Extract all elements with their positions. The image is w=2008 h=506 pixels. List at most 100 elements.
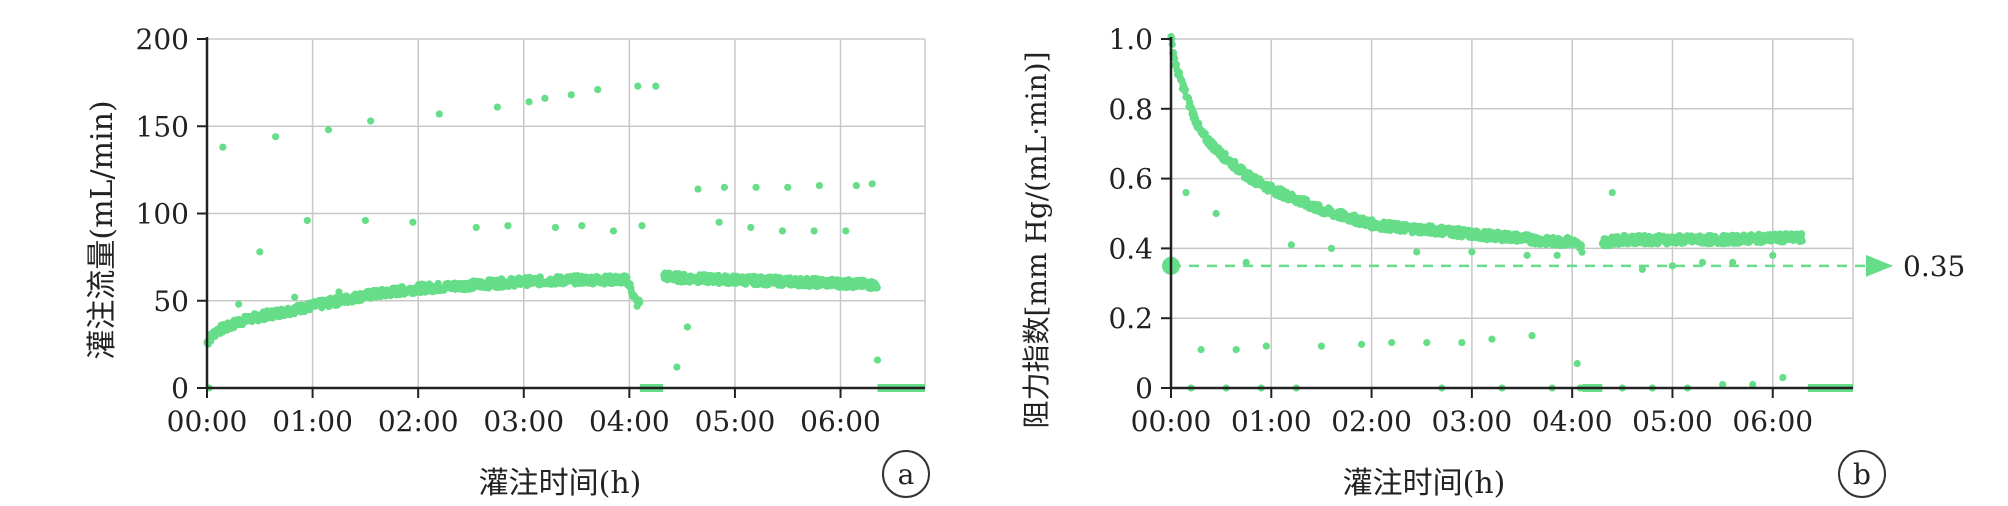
data-point [594,86,602,94]
marks-a [203,82,925,392]
y-tick-label: 100 [136,198,189,231]
chart-b: 0 0.2 0.4 0.6 0.8 1.0 00:00 01:00 02:00 03:00 04:0… [1020,23,1965,501]
data-point [493,103,501,111]
data-point [873,356,882,364]
data-point [398,283,406,291]
data-point [652,82,660,90]
data-point [551,223,560,232]
x-tick-label: 03:00 [483,405,564,438]
y-tick-label: 50 [153,285,189,318]
panel-badge-b [1838,450,1886,498]
data-point [235,300,243,308]
data-point [1528,332,1536,340]
x-tick-label: 04:00 [589,405,670,438]
panel-label-b: b [1853,458,1871,491]
data-point [256,248,264,256]
marks-b [1162,32,1893,392]
data-point [303,216,311,225]
data-point [720,183,728,191]
data-point [694,185,702,193]
data-point [1171,54,1179,63]
reference-label: 0.35 [1903,250,1965,283]
data-point [715,218,723,226]
y-tick-label: 0 [171,372,189,405]
data-point [335,288,343,296]
y-tick-label: 0.6 [1108,163,1153,196]
data-point [636,298,644,307]
data-point [810,227,818,235]
panel-badge-a [882,450,930,498]
x-tick-label: 03:00 [1432,405,1513,438]
data-point [1638,265,1646,273]
data-point [578,222,586,230]
data-point [1212,209,1220,218]
data-point [1197,346,1205,354]
y-axis-label-a: 灌注流量(mL/min) [85,100,120,359]
x-tick-label: 02:00 [378,405,459,438]
data-point [567,91,575,99]
data-point [1172,60,1181,69]
data-point [1458,339,1466,347]
x-tick-label: 00:00 [167,405,248,438]
data-point [1423,339,1431,347]
grid-a [207,38,926,388]
data-point [815,181,824,190]
data-point [747,223,755,232]
data-point [504,222,512,230]
y-tick-label: 1.0 [1108,23,1153,56]
y-axis-label-b: 阻力指数[mm Hg/(mL·min)] [1020,51,1053,428]
data-point [673,363,681,371]
data-point [1388,339,1396,347]
data-point [1488,335,1496,343]
x-tick-label: 06:00 [1732,405,1813,438]
data-point [868,180,876,188]
x-tick-label: 06:00 [800,405,881,438]
data-point [1327,244,1336,252]
grid-b [1171,38,1854,388]
x-tick-label: 04:00 [1532,405,1613,438]
data-point [272,133,280,141]
data-point [1232,346,1240,354]
data-point [852,181,860,190]
data-point [1553,251,1561,259]
axes-a: 0 50 100 150 200 00:00 01:00 02:00 03:00 04:00 05:… [136,23,925,438]
data-point [784,183,792,191]
x-tick-label: 01:00 [272,405,353,438]
data-point [1523,251,1531,259]
data-point [361,216,369,225]
data-point [525,98,533,106]
data-point [683,323,692,331]
data-point [1181,86,1190,94]
data-point [873,284,881,292]
data-point [219,143,227,151]
data-point [1798,237,1806,245]
data-point [1262,342,1270,350]
data-point [1573,359,1581,368]
data-point [1577,242,1586,250]
data-point [1729,258,1737,266]
data-point [1182,188,1190,197]
y-tick-label: 0.4 [1108,232,1153,265]
data-point [634,82,642,90]
data-point [638,222,646,230]
data-point [1749,380,1757,389]
data-point [435,110,443,118]
data-point [1242,258,1250,266]
data-point [291,293,299,301]
axes-b: 0 0.2 0.4 0.6 0.8 1.0 00:00 01:00 02:00 03:00 04:0… [1108,23,1853,438]
data-point [609,227,618,235]
data-point [1357,340,1366,348]
data-point [472,223,480,232]
data-point [1798,230,1806,238]
data-point [367,117,375,125]
data-point [1468,248,1476,256]
data-point [1578,248,1586,256]
y-tick-label: 0 [1135,372,1153,405]
data-point [1719,380,1727,389]
x-tick-label: 01:00 [1231,405,1312,438]
data-point [752,183,760,191]
data-point [778,227,787,235]
y-tick-label: 150 [136,110,189,143]
panel-label-a: a [898,458,915,491]
